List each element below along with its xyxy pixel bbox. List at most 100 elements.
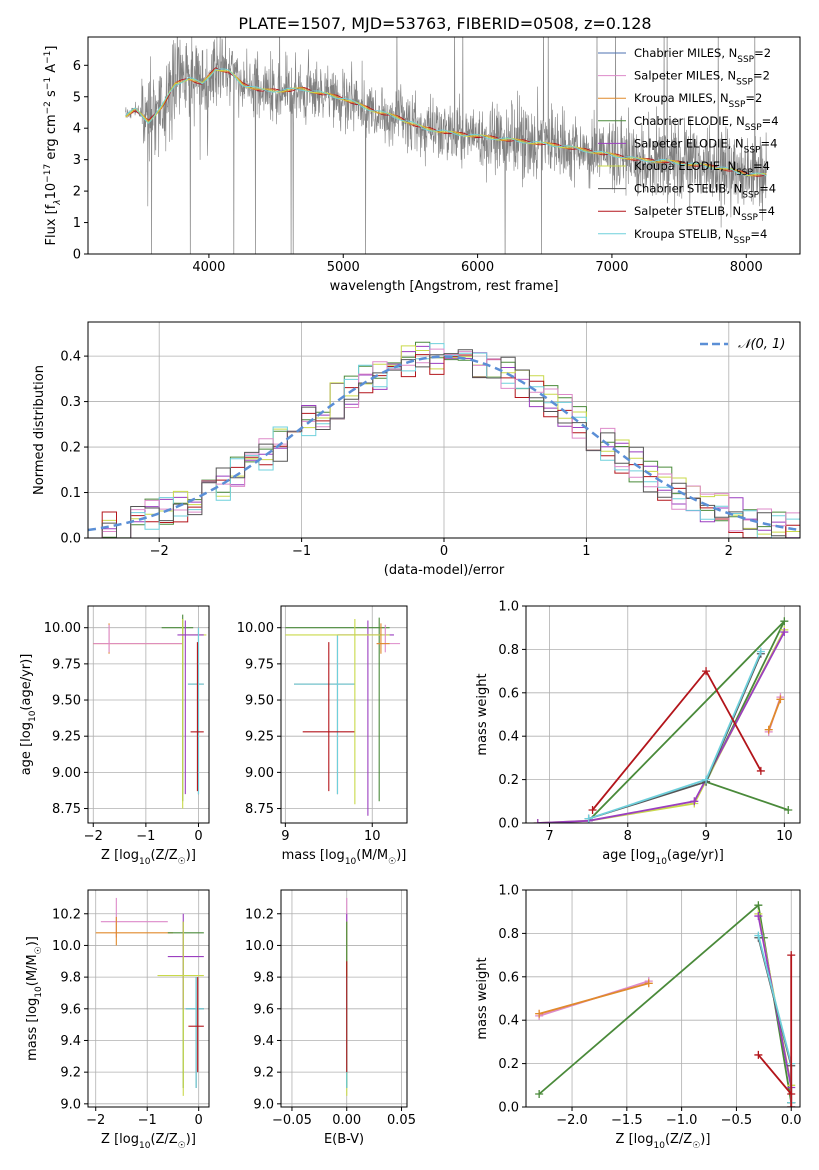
weight-marker: [588, 805, 597, 814]
weight-marker: [533, 819, 542, 823]
y-tick-label: 9.50: [52, 694, 81, 709]
x-tick-label: 7: [545, 829, 553, 844]
x-tick-label: 1: [582, 544, 590, 559]
y-tick-label: 10.0: [52, 939, 81, 954]
y-tick-label: 9.6: [60, 1002, 81, 1017]
x-tick-label: −1.0: [666, 1113, 698, 1128]
weight-marker: [535, 1089, 544, 1098]
x-tick-label: 7000: [595, 260, 628, 275]
axes-frame: [280, 605, 408, 824]
x-axis-label: Z [log10(Z/Z☉)]: [101, 848, 196, 867]
spectrum-model-line: [125, 69, 767, 176]
x-tick-label: −1: [138, 1113, 157, 1128]
y-tick-label: 9.4: [253, 1034, 274, 1049]
x-tick-label: 10: [364, 829, 381, 844]
y-tick-label: 9.0: [253, 1097, 274, 1112]
panel-spectrum: 4000 5000 6000 7000 8000 0 1 2 3 4 5 6 wavelength [A…: [43, 36, 801, 294]
x-tick-label: 0.00: [332, 1113, 361, 1128]
x-tick-label: 10: [776, 829, 793, 844]
panel-age_vs_Z: −2 −1 0 8.75 9.00 9.25 9.50 9.75 10.00 Z [log10(Z…: [19, 605, 210, 867]
axes-frame: [87, 36, 801, 255]
y-tick-label: 3: [73, 153, 81, 168]
legend-label: Kroupa ELODIE, NSSP=4: [634, 159, 770, 178]
legend-label: Chabrier MILES, NSSP=2: [634, 46, 771, 65]
y-tick-label: 0.6: [498, 970, 519, 985]
x-tick-label: −1: [292, 544, 311, 559]
spectrum-legend: Chabrier MILES, NSSP=2 Salpeter MILES, NS…: [598, 46, 779, 246]
x-tick-label: 4000: [192, 260, 225, 275]
plot-area: [95, 897, 204, 1096]
legend-label: Chabrier ELODIE, NSSP=4: [634, 114, 779, 133]
y-tick-label: 1.0: [498, 600, 519, 615]
plot-area: [535, 901, 796, 1107]
weight-marker: [756, 766, 765, 775]
y-tick-label: 10.0: [245, 939, 274, 954]
y-tick-label: 6: [73, 59, 81, 74]
panel-mass_vs_Z: −2 −1 0 9.0 9.2 9.4 9.6 9.8 10.0 10.2 Z [log10(Z/Z…: [25, 889, 210, 1151]
axes-frame: [87, 605, 210, 824]
histogram-step: [88, 349, 800, 538]
y-axis-label: mass weight: [475, 673, 490, 755]
y-tick-label: 0.0: [498, 817, 519, 832]
legend-label: Kroupa STELIB, NSSP=4: [634, 227, 767, 246]
x-axis-label: Z [log10(Z/Z☉)]: [616, 1132, 711, 1151]
y-tick-label: 8.75: [245, 802, 274, 817]
weight-marker: [754, 901, 763, 910]
legend-label: Chabrier STELIB, NSSP=4: [634, 182, 776, 201]
y-tick-label: 9.2: [253, 1066, 274, 1081]
panel-weight_vs_Z: −2.0 −1.5 −1.0 −0.5 0.0 0.0 0.2 0.4 0.6 0.8 1.0 Z […: [475, 884, 802, 1152]
weight-marker: [754, 912, 763, 921]
figure-title: PLATE=1507, MJD=53763, FIBERID=0508, z=0…: [238, 14, 651, 33]
y-tick-label: 0: [73, 248, 81, 263]
y-tick-label: 2: [73, 185, 81, 200]
x-tick-label: 0.0: [781, 1113, 802, 1128]
weight-series-line: [587, 620, 789, 822]
x-tick-label: 0: [440, 544, 448, 559]
y-tick-label: 1.0: [498, 884, 519, 899]
weight-series-line: [537, 631, 786, 823]
y-tick-label: 9.00: [52, 766, 81, 781]
x-tick-label: 8000: [730, 260, 763, 275]
x-axis-label: Z [log10(Z/Z☉)]: [101, 1132, 196, 1151]
legend-label: Salpeter ELODIE, NSSP=4: [634, 136, 777, 155]
y-axis-label: age [log10(age/yr)]: [19, 654, 38, 776]
weight-series-line: [767, 698, 782, 731]
x-tick-label: 0: [195, 1113, 203, 1128]
y-tick-label: 9.2: [60, 1066, 81, 1081]
y-tick-label: 9.50: [245, 694, 274, 709]
y-axis-label: mass [log10(M/M☉)]: [25, 936, 44, 1061]
y-tick-label: 0.2: [498, 1057, 519, 1072]
y-tick-label: 0.6: [498, 686, 519, 701]
y-tick-label: 0.0: [498, 1101, 519, 1116]
x-tick-label: −1.5: [611, 1113, 643, 1128]
x-tick-label: −2: [86, 1113, 105, 1128]
y-tick-label: 9.25: [245, 730, 274, 745]
weight-marker: [756, 647, 765, 656]
y-tick-label: 0.8: [498, 927, 519, 942]
x-tick-label: −2.0: [556, 1113, 588, 1128]
x-tick-label: 0: [194, 829, 202, 844]
spectrum-model-line: [125, 68, 767, 177]
y-tick-label: 9.00: [245, 766, 274, 781]
y-tick-label: 10.2: [245, 907, 274, 922]
x-tick-label: −0.5: [721, 1113, 753, 1128]
y-tick-label: 4: [73, 122, 81, 137]
y-tick-label: 10.00: [237, 621, 274, 636]
weight-marker: [764, 725, 773, 734]
y-tick-label: 0.2: [498, 773, 519, 788]
y-tick-label: 9.0: [60, 1097, 81, 1112]
x-axis-label: (data-model)/error: [384, 563, 505, 578]
weight-series-line: [757, 955, 793, 1107]
x-tick-label: 6000: [461, 260, 494, 275]
x-tick-label: 9: [702, 829, 710, 844]
y-tick-label: 0.3: [60, 395, 81, 410]
y-tick-label: 0.2: [60, 441, 81, 456]
y-tick-label: 9.6: [253, 1002, 274, 1017]
y-tick-label: 10.00: [44, 621, 81, 636]
y-tick-label: 9.4: [60, 1034, 81, 1049]
x-tick-label: 5000: [327, 260, 360, 275]
weight-marker: [780, 628, 789, 637]
axes-frame: [525, 605, 801, 824]
y-tick-label: 0.4: [60, 350, 81, 365]
